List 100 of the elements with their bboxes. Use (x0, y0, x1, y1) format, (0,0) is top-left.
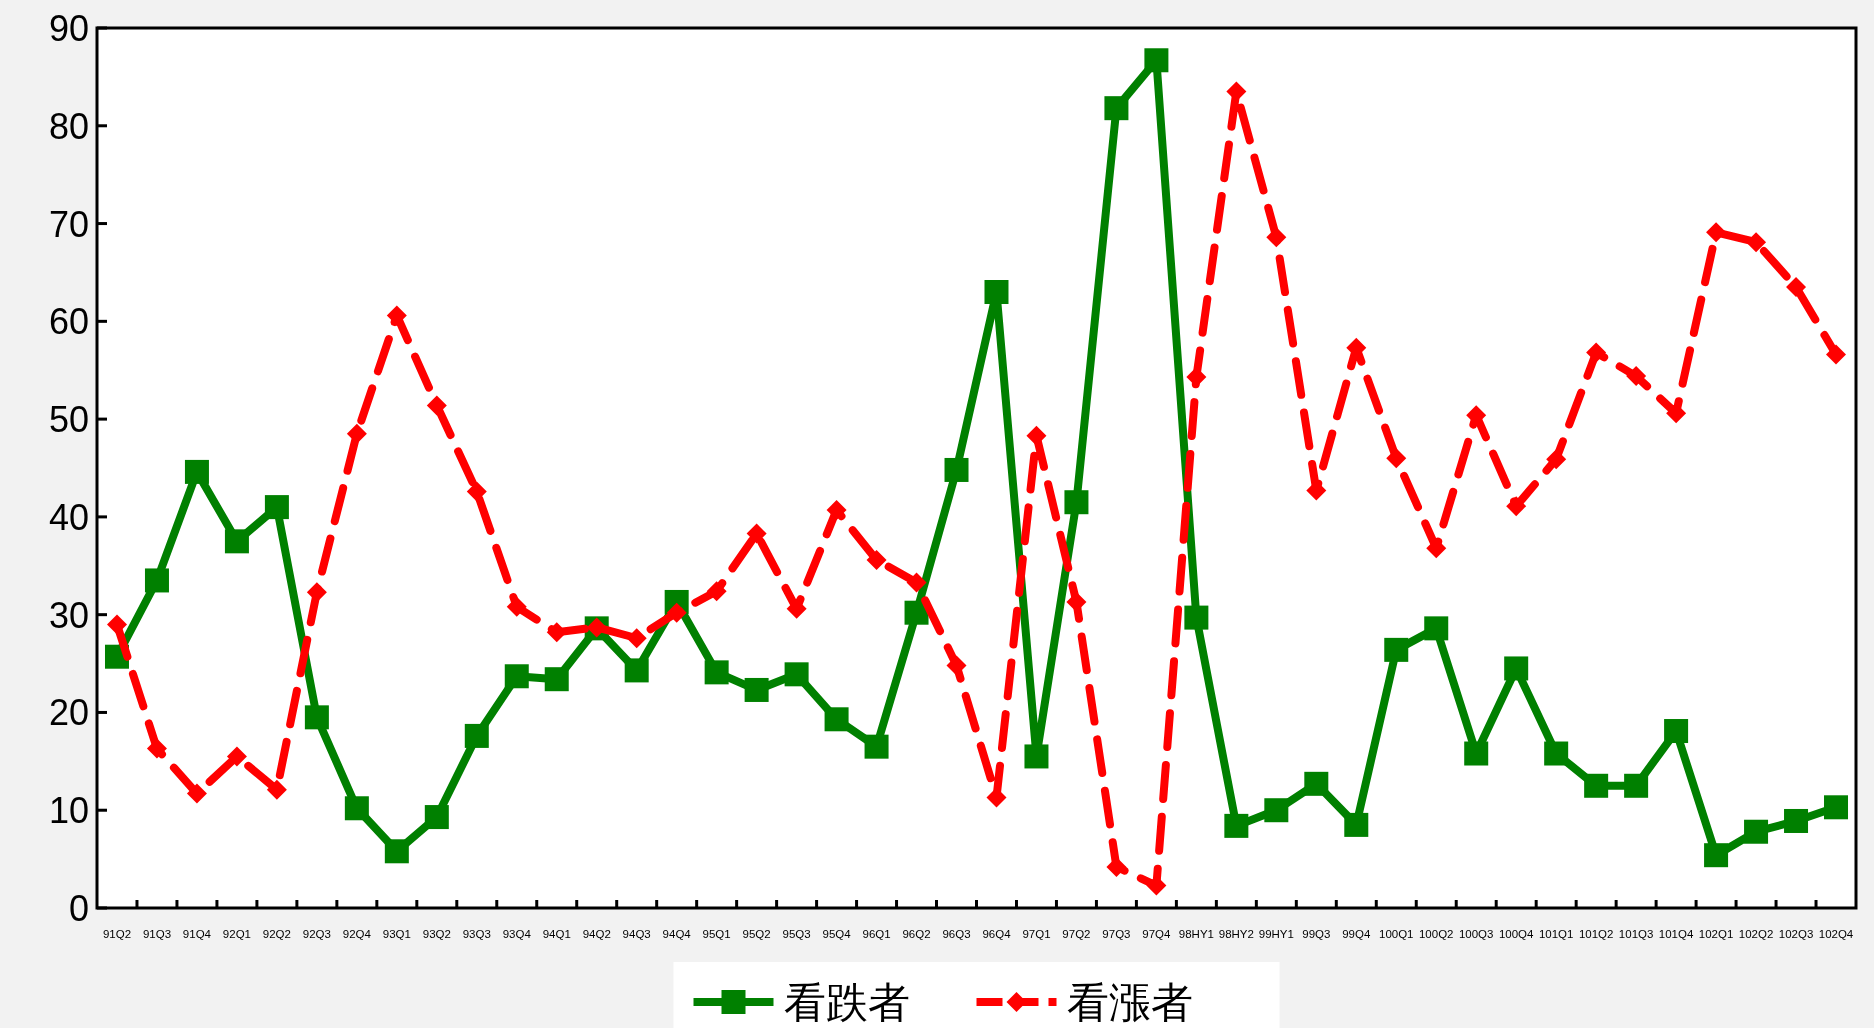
point (1584, 773, 1609, 798)
point (504, 664, 529, 689)
x-tick-label: 102Q2 (1738, 928, 1774, 940)
point (826, 500, 847, 521)
point (1626, 366, 1647, 387)
legend-label: 看跌者 (783, 979, 910, 1026)
legend-label: 看漲者 (1066, 979, 1193, 1026)
point (1744, 819, 1769, 844)
point (1384, 637, 1409, 662)
x-tick-label: 91Q4 (182, 928, 212, 940)
point (784, 662, 809, 687)
point (984, 280, 1009, 304)
x-tick-label: 101Q2 (1578, 928, 1614, 940)
point (1464, 741, 1489, 766)
x-tick-label: 91Q2 (102, 928, 132, 940)
x-tick-label: 93Q4 (502, 928, 532, 940)
x-tick-label: 95Q2 (742, 928, 771, 940)
point (266, 779, 287, 800)
point (864, 734, 889, 759)
point (1304, 771, 1329, 796)
point (1504, 656, 1529, 681)
y-tick-label: 50 (48, 399, 89, 441)
point (306, 582, 327, 603)
point (706, 581, 727, 602)
x-tick-label: 98HY1 (1178, 928, 1214, 940)
y-tick-label: 80 (48, 105, 89, 147)
point (546, 622, 567, 643)
y-tick-label: 90 (48, 8, 89, 49)
point (424, 805, 449, 830)
x-tick-label: 92Q4 (342, 928, 372, 940)
point (224, 529, 249, 554)
x-tick-label: 97Q1 (1022, 928, 1051, 940)
point (1826, 344, 1847, 365)
x-tick-label: 92Q1 (222, 928, 251, 940)
point (226, 746, 247, 767)
y-tick-label: 30 (48, 594, 89, 636)
x-tick-label: 99HY1 (1258, 928, 1294, 940)
x-tick-label: 101Q1 (1538, 928, 1574, 940)
x-tick-label: 92Q3 (302, 928, 331, 940)
point (264, 495, 289, 520)
point (464, 723, 489, 748)
point (1066, 591, 1087, 612)
x-tick-label: 102Q1 (1698, 928, 1734, 940)
point (944, 457, 969, 482)
point (1064, 490, 1089, 515)
x-tick-label: 102Q3 (1778, 928, 1814, 940)
x-tick-label: 100Q4 (1498, 928, 1535, 940)
x-tick-label: 94Q2 (582, 928, 611, 940)
x-tick-label: 100Q3 (1458, 928, 1494, 940)
x-tick-label: 97Q4 (1142, 928, 1172, 940)
point (1224, 813, 1249, 838)
x-tick-label: 94Q3 (622, 928, 651, 940)
x-tick-label: 97Q3 (1102, 928, 1131, 940)
point (1784, 808, 1809, 833)
point (704, 660, 729, 685)
point (1424, 616, 1449, 641)
x-tick-label: 100Q1 (1379, 928, 1414, 940)
x-tick-label: 93Q1 (382, 928, 411, 940)
point (1786, 277, 1807, 298)
point (666, 602, 687, 623)
y-tick-label: 70 (48, 203, 89, 245)
point (344, 796, 369, 821)
x-tick-label: 92Q2 (262, 928, 291, 940)
y-tick-label: 60 (48, 301, 89, 343)
point (824, 707, 849, 732)
point (1624, 773, 1649, 798)
point (506, 596, 527, 617)
point (906, 572, 927, 593)
point (1106, 856, 1127, 877)
point (1704, 843, 1729, 868)
point (186, 783, 207, 804)
point (346, 423, 367, 444)
point (1586, 342, 1607, 363)
point (1746, 232, 1767, 253)
point (1706, 222, 1727, 243)
point (866, 549, 887, 570)
point (146, 738, 167, 759)
x-tick-label: 96Q3 (942, 928, 971, 940)
point (1024, 744, 1049, 769)
x-tick-label: 102Q4 (1818, 928, 1854, 940)
x-tick-label: 101Q3 (1618, 928, 1654, 940)
point (1386, 448, 1407, 469)
point (626, 628, 647, 649)
point (426, 395, 447, 416)
point (786, 598, 807, 619)
point (1824, 795, 1849, 820)
point (144, 568, 169, 593)
y-tick-label: 40 (48, 496, 89, 538)
point (986, 787, 1007, 808)
x-tick-label: 96Q1 (862, 928, 891, 940)
x-tick-label: 94Q4 (662, 928, 692, 940)
y-tick-label: 0 (68, 888, 89, 929)
x-tick-label: 98HY2 (1218, 928, 1254, 940)
x-tick-label: 91Q3 (142, 928, 172, 940)
point (184, 459, 209, 484)
x-tick-label: 95Q4 (822, 928, 852, 940)
point (1506, 496, 1527, 517)
point (746, 523, 767, 544)
point (1144, 48, 1169, 73)
point (1344, 812, 1369, 837)
